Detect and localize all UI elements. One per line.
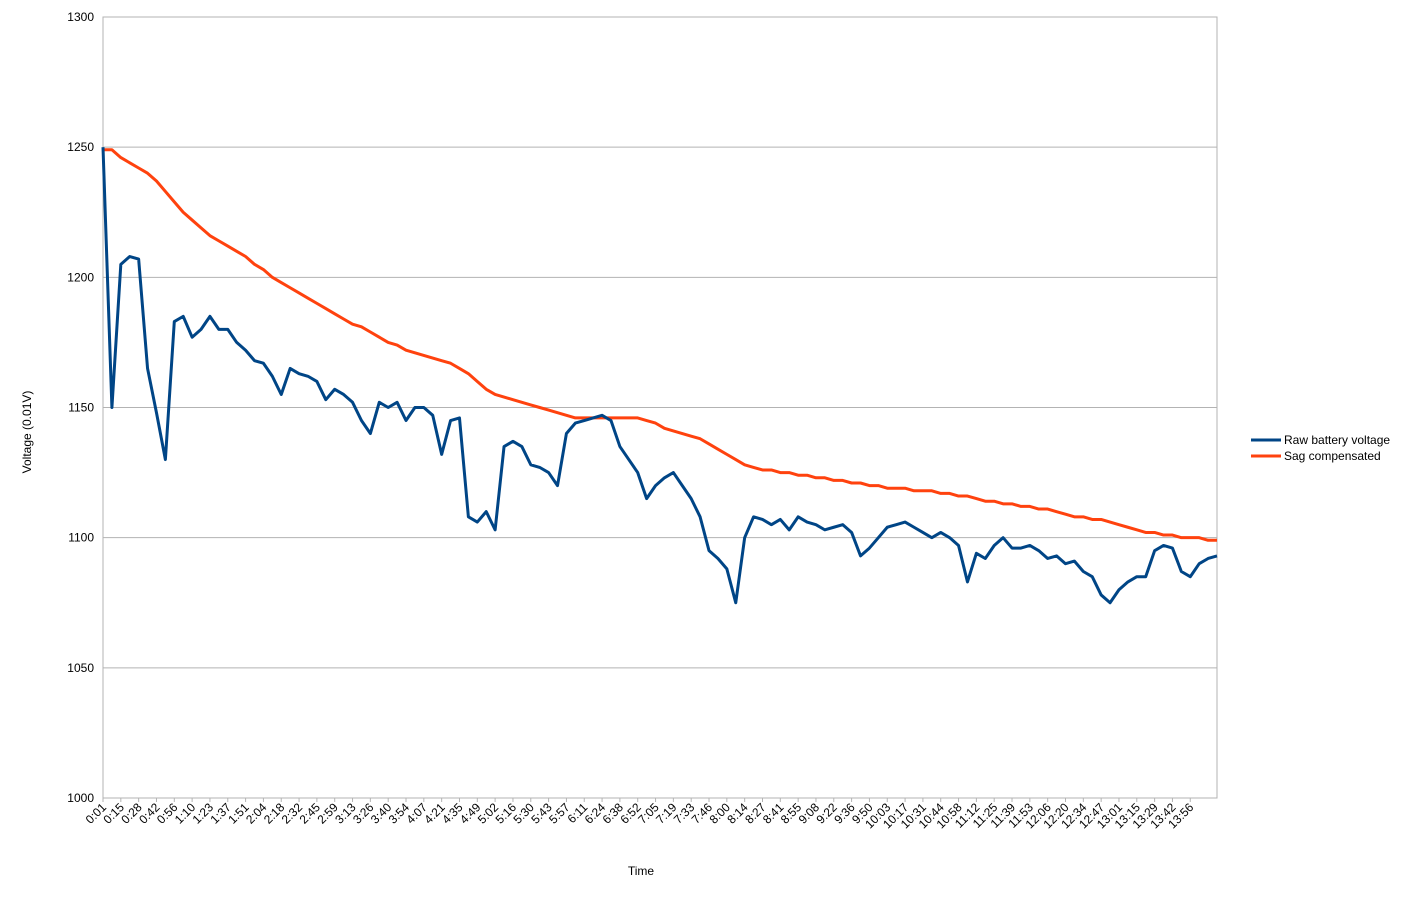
y-tick-label: 1250 — [67, 140, 94, 154]
y-tick-label: 1000 — [67, 791, 94, 805]
y-tick-label: 1300 — [67, 10, 94, 24]
y-axis-label: Voltage (0.01V) — [20, 391, 34, 474]
y-tick-label: 1100 — [68, 531, 94, 545]
series-line — [101, 147, 1218, 605]
legend-label: Raw battery voltage — [1284, 433, 1390, 447]
y-tick-label: 1150 — [68, 401, 94, 415]
series-line — [103, 148, 1217, 542]
y-tick-label: 1200 — [67, 270, 94, 284]
x-axis-label: Time — [628, 864, 655, 878]
legend-label: Sag compensated — [1284, 449, 1381, 463]
y-tick-label: 1050 — [67, 661, 94, 675]
plot-border — [102, 16, 1218, 799]
